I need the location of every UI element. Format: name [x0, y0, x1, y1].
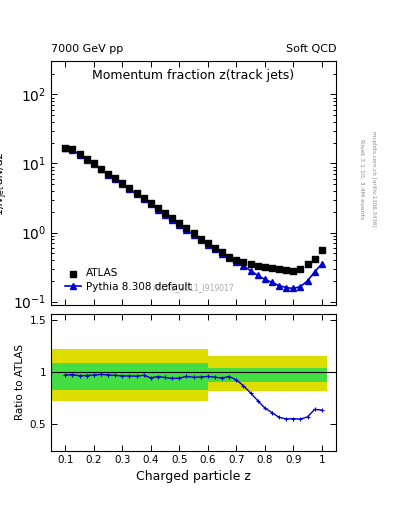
- ATLAS: [276, 265, 282, 273]
- X-axis label: Charged particle z: Charged particle z: [136, 470, 251, 483]
- Text: 7000 GeV pp: 7000 GeV pp: [51, 44, 123, 54]
- Pythia 8.308 default: [284, 285, 288, 291]
- Pythia 8.308 default: [63, 145, 68, 152]
- ATLAS: [304, 260, 310, 268]
- Pythia 8.308 default: [198, 237, 203, 243]
- ATLAS: [141, 194, 147, 202]
- Pythia 8.308 default: [113, 176, 118, 182]
- ATLAS: [119, 179, 125, 187]
- Pythia 8.308 default: [141, 196, 146, 202]
- Pythia 8.308 default: [227, 255, 231, 261]
- Pythia 8.308 default: [206, 242, 210, 248]
- ATLAS: [91, 159, 97, 167]
- Text: Soft QCD: Soft QCD: [286, 44, 336, 54]
- ATLAS: [112, 174, 118, 182]
- Pythia 8.308 default: [291, 285, 296, 291]
- Pythia 8.308 default: [92, 161, 96, 167]
- ATLAS: [98, 165, 104, 173]
- Y-axis label: $1/N_\mathrm{jet}\,dN/dz$: $1/N_\mathrm{jet}\,dN/dz$: [0, 151, 10, 216]
- Pythia 8.308 default: [234, 259, 239, 265]
- ATLAS: [212, 244, 218, 252]
- ATLAS: [233, 256, 239, 264]
- Pythia 8.308 default: [99, 166, 103, 173]
- Text: mcplots.cern.ch [arXiv:1306.3436]: mcplots.cern.ch [arXiv:1306.3436]: [371, 132, 376, 227]
- ATLAS: [190, 229, 196, 237]
- Pythia 8.308 default: [320, 261, 324, 267]
- ATLAS: [155, 204, 161, 212]
- ATLAS: [76, 150, 83, 158]
- ATLAS: [262, 263, 268, 271]
- Pythia 8.308 default: [149, 201, 153, 207]
- ATLAS: [62, 143, 68, 152]
- Pythia 8.308 default: [270, 280, 274, 286]
- Y-axis label: Ratio to ATLAS: Ratio to ATLAS: [15, 345, 26, 420]
- Text: ATLAS_2011_I919017: ATLAS_2011_I919017: [152, 284, 235, 293]
- Pythia 8.308 default: [312, 269, 317, 275]
- Pythia 8.308 default: [134, 191, 139, 197]
- ATLAS: [319, 246, 325, 254]
- Pythia 8.308 default: [120, 181, 125, 187]
- ATLAS: [105, 169, 111, 178]
- Pythia 8.308 default: [298, 284, 303, 290]
- ATLAS: [148, 199, 154, 207]
- Pythia 8.308 default: [127, 186, 132, 192]
- ATLAS: [226, 252, 232, 261]
- ATLAS: [162, 209, 168, 218]
- Pythia 8.308 default: [177, 222, 182, 228]
- ATLAS: [183, 224, 189, 232]
- ATLAS: [248, 260, 254, 268]
- ATLAS: [126, 184, 132, 192]
- ATLAS: [219, 248, 225, 257]
- ATLAS: [84, 155, 90, 163]
- Text: Rivet 3.1.10, 3.4M events: Rivet 3.1.10, 3.4M events: [360, 139, 365, 219]
- Legend: ATLAS, Pythia 8.308 default: ATLAS, Pythia 8.308 default: [62, 265, 195, 295]
- Pythia 8.308 default: [77, 152, 82, 158]
- Pythia 8.308 default: [170, 217, 174, 223]
- Pythia 8.308 default: [163, 212, 167, 218]
- Pythia 8.308 default: [156, 206, 160, 212]
- ATLAS: [134, 189, 140, 197]
- Pythia 8.308 default: [248, 268, 253, 274]
- ATLAS: [240, 258, 246, 266]
- ATLAS: [269, 264, 275, 272]
- ATLAS: [283, 266, 289, 274]
- Pythia 8.308 default: [191, 231, 196, 238]
- ATLAS: [198, 234, 204, 243]
- Pythia 8.308 default: [305, 278, 310, 284]
- Pythia 8.308 default: [84, 157, 89, 163]
- ATLAS: [312, 254, 318, 263]
- Pythia 8.308 default: [255, 272, 260, 279]
- Pythia 8.308 default: [106, 172, 110, 178]
- ATLAS: [205, 239, 211, 247]
- ATLAS: [176, 219, 182, 227]
- Text: Momentum fraction z(track jets): Momentum fraction z(track jets): [92, 69, 295, 82]
- ATLAS: [290, 267, 296, 275]
- Pythia 8.308 default: [241, 263, 246, 269]
- Pythia 8.308 default: [277, 283, 281, 289]
- Pythia 8.308 default: [213, 246, 217, 252]
- Pythia 8.308 default: [184, 227, 189, 233]
- ATLAS: [169, 215, 175, 223]
- ATLAS: [69, 145, 75, 153]
- ATLAS: [255, 262, 261, 270]
- Pythia 8.308 default: [70, 146, 75, 153]
- ATLAS: [297, 265, 303, 273]
- Pythia 8.308 default: [220, 251, 224, 257]
- Line: Pythia 8.308 default: Pythia 8.308 default: [62, 146, 325, 291]
- Pythia 8.308 default: [263, 276, 267, 283]
